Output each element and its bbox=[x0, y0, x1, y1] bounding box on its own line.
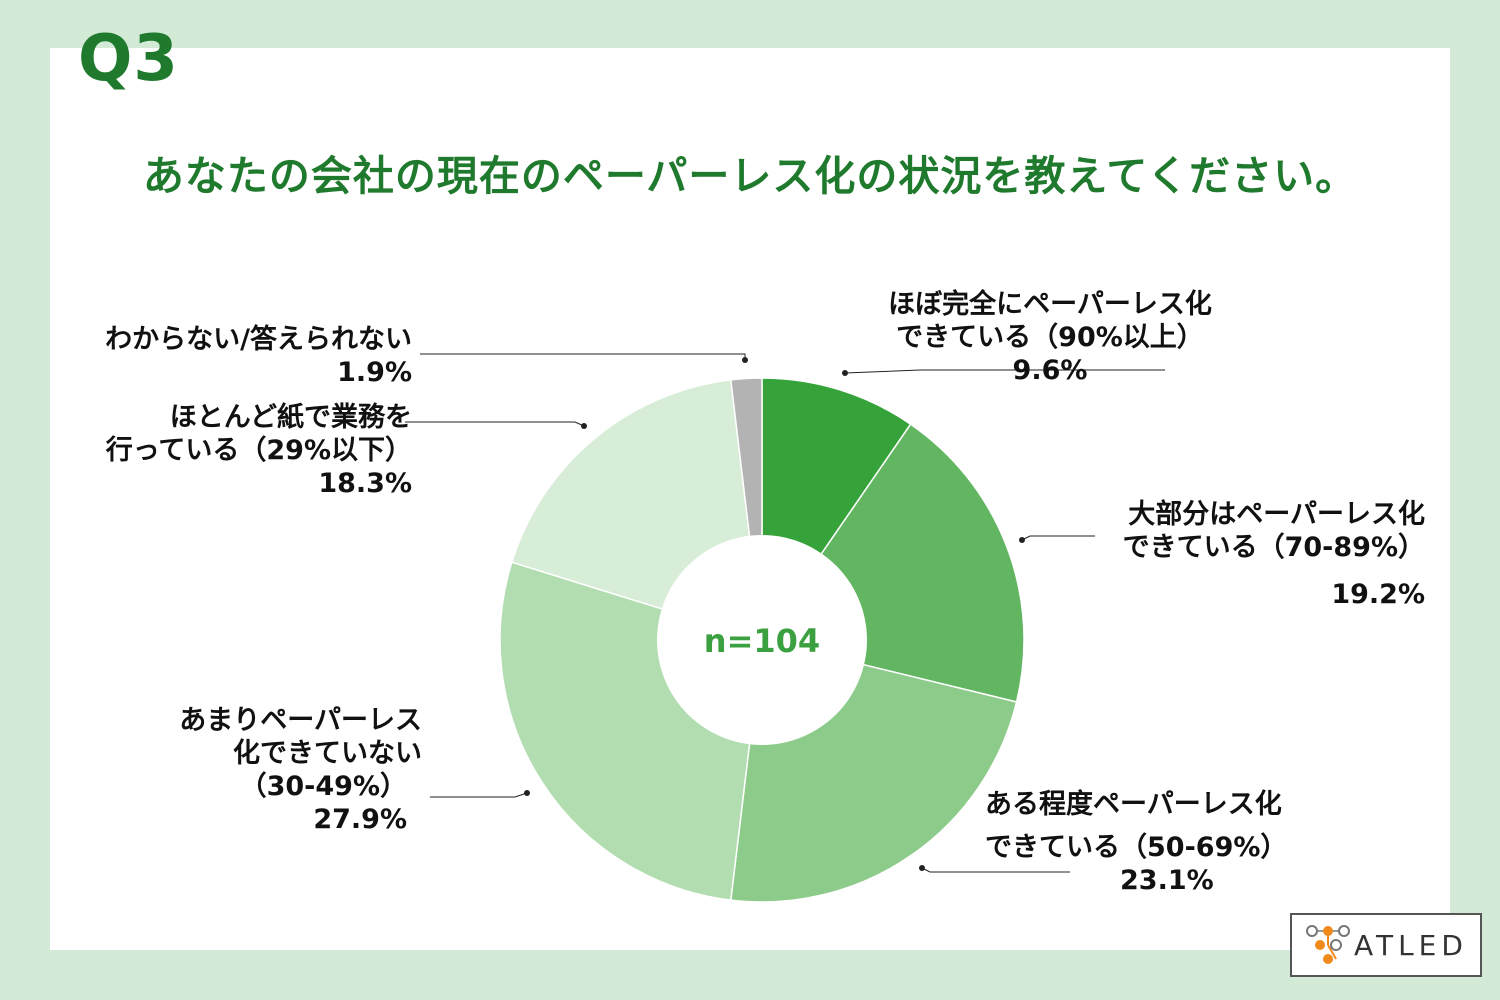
atled-logo-icon bbox=[1306, 925, 1350, 964]
slice-2-line-2: できている（50-69%） bbox=[985, 832, 1288, 863]
label-slice-0: ほぼ完全にペーパーレス化 できている（90%以上） 9.6% bbox=[860, 288, 1240, 387]
label-slice-3: あまりペーパーレス 化できていない （30-49%） 27.9% bbox=[90, 704, 422, 836]
center-label: n=104 bbox=[704, 622, 820, 660]
leader-line-3 bbox=[430, 792, 528, 798]
slice-0-line-1: ほぼ完全にペーパーレス化 bbox=[888, 289, 1212, 320]
slice-2-line-1: ある程度ペーパーレス化 bbox=[985, 789, 1282, 820]
leader-dot-5 bbox=[742, 357, 748, 363]
label-slice-4: ほとんど紙で業務を 行っている（29%以下） 18.3% bbox=[60, 401, 412, 500]
donut-hole bbox=[657, 535, 867, 745]
slice-1-line-2: できている（70-89%） bbox=[1122, 532, 1425, 563]
leader-line-5 bbox=[420, 353, 746, 360]
slice-0-line-2: できている（90%以上） bbox=[896, 322, 1204, 353]
label-slice-2: ある程度ペーパーレス化 できている（50-69%） 23.1% bbox=[985, 788, 1305, 897]
leader-dot-3 bbox=[524, 790, 530, 796]
slice-3-line-1: あまりペーパーレス bbox=[179, 705, 422, 736]
atled-logo: ATLED bbox=[1290, 913, 1482, 977]
slice-3-line-2: 化できていない bbox=[233, 738, 422, 769]
label-slice-5: わからない/答えられない 1.9% bbox=[60, 323, 412, 389]
question-number: Q3 bbox=[78, 22, 179, 96]
slice-3-line-3: （30-49%） bbox=[239, 771, 407, 802]
slice-1-value: 19.2% bbox=[1331, 579, 1425, 610]
label-slice-1: 大部分はペーパーレス化 できている（70-89%） 19.2% bbox=[1050, 498, 1425, 611]
leader-dot-0 bbox=[842, 370, 848, 376]
slice-3-value: 27.9% bbox=[313, 804, 407, 835]
slice-0-value: 9.6% bbox=[1012, 355, 1088, 386]
slice-1-line-1: 大部分はペーパーレス化 bbox=[1128, 499, 1425, 530]
slice-5-line-1: わからない/答えられない bbox=[105, 324, 412, 355]
leader-dot-2 bbox=[919, 865, 925, 871]
slice-4-line-1: ほとんど紙で業務を bbox=[169, 402, 412, 433]
slice-2-value: 23.1% bbox=[1120, 865, 1214, 896]
leader-dot-4 bbox=[581, 423, 587, 429]
slice-5-value: 1.9% bbox=[337, 357, 412, 388]
slice-4-line-2: 行っている（29%以下） bbox=[105, 435, 412, 466]
leader-line-0 bbox=[844, 369, 1165, 374]
question-title: あなたの会社の現在のペーパーレス化の状況を教えてください。 bbox=[142, 152, 1358, 200]
logo-text: ATLED bbox=[1354, 929, 1468, 962]
leader-dot-1 bbox=[1019, 537, 1025, 543]
leader-line-4 bbox=[405, 421, 585, 427]
slice-4-value: 18.3% bbox=[318, 468, 412, 499]
